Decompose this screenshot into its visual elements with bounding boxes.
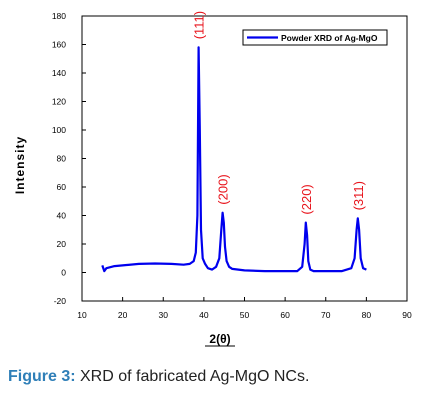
y-tick-label: 80: [57, 154, 67, 164]
legend-label: Powder XRD of Ag-MgO: [281, 33, 378, 43]
y-axis-label: Intensity: [13, 136, 27, 194]
legend: Powder XRD of Ag-MgO: [243, 30, 387, 45]
y-axis-ticks: -20 0 20 40 60 80 100 120 140 160 180: [52, 11, 86, 306]
y-tick-label: 140: [52, 68, 66, 78]
figure-caption-text: XRD of fabricated Ag-MgO NCs.: [76, 368, 310, 385]
y-tick-label: 180: [52, 11, 66, 21]
series-line-xrd: [102, 47, 366, 271]
x-tick-label: 80: [362, 310, 372, 320]
x-tick-label: 50: [240, 310, 250, 320]
plot-frame: [82, 16, 407, 301]
y-tick-label: 0: [61, 268, 66, 278]
x-tick-label: 70: [321, 310, 331, 320]
x-tick-label: 30: [159, 310, 169, 320]
x-tick-label: 60: [280, 310, 290, 320]
xrd-chart: -20 0 20 40 60 80 100 120 140 160 180 10 20 30 40 50 60…: [0, 0, 437, 360]
y-tick-label: 40: [57, 211, 67, 221]
figure-caption-label: Figure 3:: [8, 368, 76, 385]
peak-label: (111): [192, 11, 207, 39]
peak-label: (311): [351, 181, 366, 210]
figure-caption: Figure 3: XRD of fabricated Ag-MgO NCs.: [8, 368, 309, 386]
y-tick-label: 20: [57, 239, 67, 249]
x-tick-label: 90: [402, 310, 412, 320]
y-tick-label: -20: [54, 296, 67, 306]
peak-label: (200): [216, 174, 231, 204]
x-tick-label: 20: [118, 310, 128, 320]
x-axis-ticks: 10 20 30 40 50 60 70 80 90: [77, 297, 412, 320]
x-tick-label: 10: [77, 310, 87, 320]
y-tick-label: 100: [52, 125, 66, 135]
x-axis-label: 2(θ): [209, 332, 230, 346]
peak-label: (220): [299, 184, 314, 214]
x-tick-label: 40: [199, 310, 209, 320]
y-tick-label: 160: [52, 40, 66, 50]
y-tick-label: 60: [57, 182, 67, 192]
y-tick-label: 120: [52, 97, 66, 107]
